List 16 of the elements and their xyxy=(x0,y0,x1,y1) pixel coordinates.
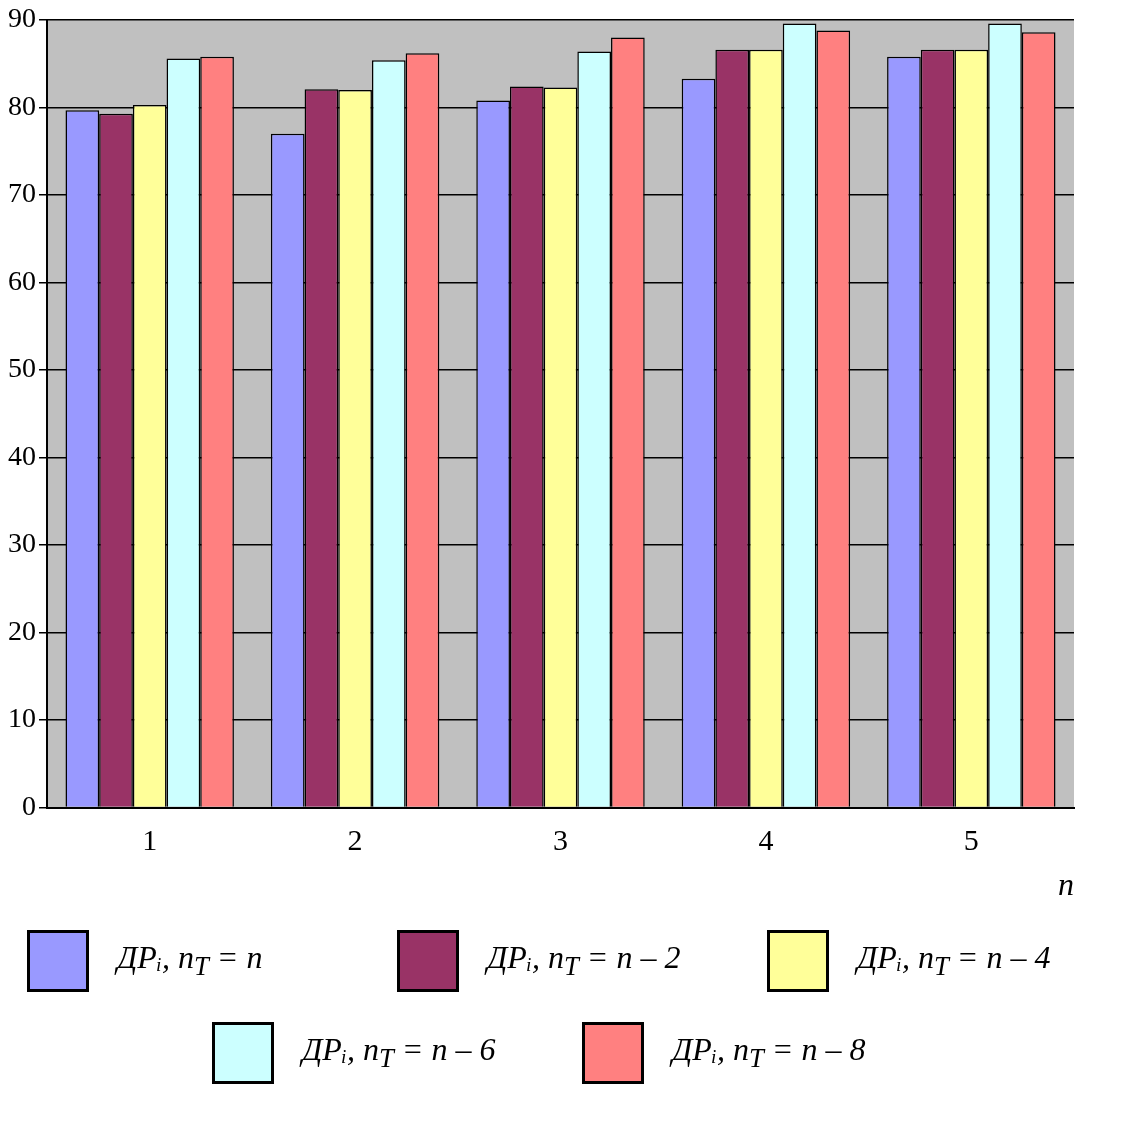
y-tick-label: 90 xyxy=(8,2,36,34)
y-tick-label: 80 xyxy=(8,89,36,121)
y-tick-label: 50 xyxy=(8,352,36,384)
x-tick-label: 2 xyxy=(347,823,363,857)
y-tick-label: 0 xyxy=(22,789,36,821)
y-tick-label: 30 xyxy=(8,527,36,559)
y-tick-label: 20 xyxy=(8,614,36,646)
y-tick-label: 10 xyxy=(8,702,36,734)
x-tick-label: 5 xyxy=(963,823,979,857)
x-tick-label: 1 xyxy=(142,823,158,857)
x-tick-label: 3 xyxy=(553,823,568,857)
x-axis-title: n xyxy=(1058,866,1074,903)
y-tick-label: 60 xyxy=(8,264,36,296)
y-tick-label: 70 xyxy=(8,177,36,209)
y-tick-label: 40 xyxy=(8,439,36,471)
x-tick-label: 4 xyxy=(758,823,774,857)
